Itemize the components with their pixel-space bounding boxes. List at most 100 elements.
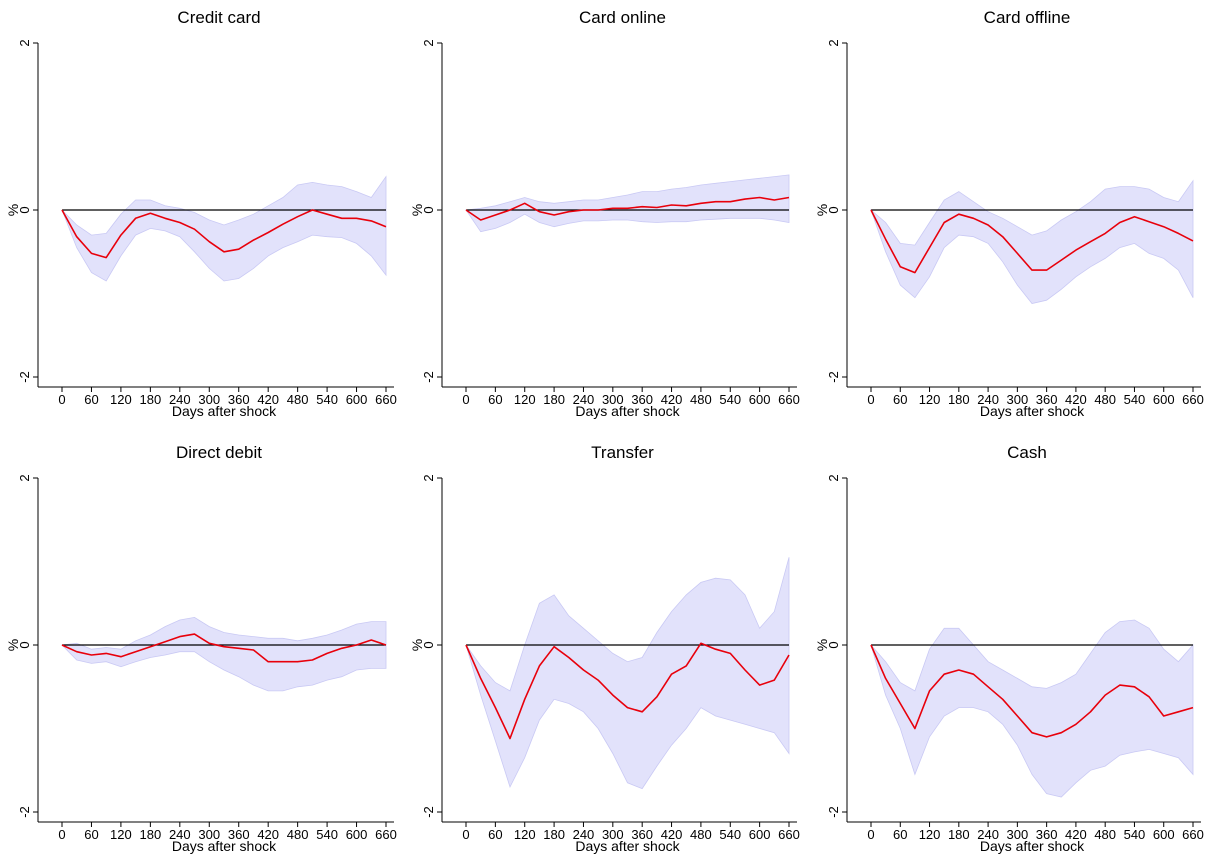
y-tick-label: -2 bbox=[17, 371, 32, 383]
x-axis-label: Days after shock bbox=[172, 838, 277, 854]
x-tick-label: 60 bbox=[893, 392, 907, 407]
x-tick-label: 600 bbox=[749, 392, 771, 407]
x-tick-label: 600 bbox=[346, 827, 368, 842]
x-tick-label: 480 bbox=[690, 392, 712, 407]
x-tick-label: 0 bbox=[867, 392, 874, 407]
y-tick-label: 0 bbox=[826, 206, 841, 213]
x-tick-label: 660 bbox=[1182, 827, 1204, 842]
x-tick-label: 120 bbox=[110, 392, 132, 407]
y-tick-label: -2 bbox=[421, 806, 436, 818]
x-tick-label: 420 bbox=[257, 827, 279, 842]
x-tick-label: 360 bbox=[1036, 827, 1058, 842]
x-tick-label: 120 bbox=[110, 827, 132, 842]
y-tick-label: 2 bbox=[421, 39, 436, 46]
y-tick-label: -2 bbox=[17, 806, 32, 818]
x-tick-label: 0 bbox=[58, 827, 65, 842]
x-tick-label: 600 bbox=[1153, 392, 1175, 407]
x-tick-label: 60 bbox=[488, 392, 502, 407]
x-tick-label: 480 bbox=[1094, 827, 1116, 842]
x-tick-label: 480 bbox=[690, 827, 712, 842]
x-tick-label: 600 bbox=[346, 392, 368, 407]
x-tick-label: 480 bbox=[287, 392, 309, 407]
x-tick-label: 60 bbox=[84, 827, 98, 842]
x-tick-label: 240 bbox=[573, 392, 595, 407]
chart-panel: Cash-202%0 60 120 180 240 300 360 420 480 540 600 6… bbox=[814, 443, 1204, 854]
x-tick-label: 660 bbox=[778, 392, 800, 407]
estimate-line bbox=[465, 642, 790, 740]
y-tick-label: 0 bbox=[421, 641, 436, 648]
y-tick-label: 2 bbox=[826, 474, 841, 481]
x-tick-label: 660 bbox=[375, 827, 397, 842]
x-tick-label: 240 bbox=[977, 827, 999, 842]
x-tick-label: 240 bbox=[169, 392, 191, 407]
x-tick-label: 60 bbox=[84, 392, 98, 407]
panel-title: Transfer bbox=[591, 443, 654, 462]
x-tick-label: 240 bbox=[977, 392, 999, 407]
x-axis-label: Days after shock bbox=[980, 838, 1085, 854]
x-tick-label: 420 bbox=[1065, 827, 1087, 842]
x-tick-label: 360 bbox=[631, 392, 653, 407]
panel-title: Cash bbox=[1007, 443, 1047, 462]
x-tick-label: 180 bbox=[140, 392, 162, 407]
x-tick-label: 300 bbox=[602, 392, 624, 407]
chart-panel: Credit card-202%0 60 120 180 240 300 360 420 480… bbox=[5, 8, 397, 419]
x-tick-label: 540 bbox=[316, 392, 338, 407]
x-axis-label: Days after shock bbox=[172, 403, 277, 419]
y-tick-label: 2 bbox=[17, 474, 32, 481]
x-tick-label: 600 bbox=[1153, 827, 1175, 842]
estimate-line bbox=[61, 633, 387, 663]
x-tick-label: 420 bbox=[1065, 392, 1087, 407]
estimate-line bbox=[870, 644, 1194, 738]
x-tick-label: 240 bbox=[169, 827, 191, 842]
x-tick-label: 420 bbox=[661, 392, 683, 407]
x-tick-label: 120 bbox=[514, 827, 536, 842]
panel-title: Card offline bbox=[984, 8, 1071, 27]
x-tick-label: 480 bbox=[1094, 392, 1116, 407]
x-tick-label: 300 bbox=[602, 827, 624, 842]
x-tick-label: 0 bbox=[867, 827, 874, 842]
x-tick-label: 300 bbox=[198, 827, 220, 842]
x-tick-label: 600 bbox=[749, 827, 771, 842]
y-axis-label: % bbox=[814, 204, 830, 216]
x-tick-label: 540 bbox=[316, 827, 338, 842]
panel-title: Credit card bbox=[177, 8, 260, 27]
x-tick-label: 0 bbox=[58, 392, 65, 407]
x-axis-label: Days after shock bbox=[575, 838, 680, 854]
x-axis-label: Days after shock bbox=[980, 403, 1085, 419]
x-tick-label: 60 bbox=[488, 827, 502, 842]
x-tick-label: 300 bbox=[1007, 392, 1029, 407]
x-tick-label: 540 bbox=[719, 827, 741, 842]
confidence-band bbox=[465, 174, 790, 233]
x-tick-label: 120 bbox=[919, 827, 941, 842]
y-tick-label: 0 bbox=[826, 641, 841, 648]
x-tick-label: 120 bbox=[919, 392, 941, 407]
x-tick-label: 540 bbox=[1124, 392, 1146, 407]
x-tick-label: 360 bbox=[1036, 392, 1058, 407]
y-axis-label: % bbox=[5, 639, 21, 651]
y-tick-label: 0 bbox=[17, 641, 32, 648]
estimate-line bbox=[465, 196, 790, 221]
x-tick-label: 180 bbox=[543, 827, 565, 842]
y-tick-label: -2 bbox=[421, 371, 436, 383]
chart-panel: Direct debit-202%0 60 120 180 240 300 360 420 48… bbox=[5, 443, 397, 854]
x-tick-label: 180 bbox=[948, 392, 970, 407]
x-tick-label: 660 bbox=[375, 392, 397, 407]
y-tick-label: 2 bbox=[17, 39, 32, 46]
x-tick-label: 240 bbox=[573, 827, 595, 842]
x-tick-label: 0 bbox=[462, 827, 469, 842]
x-tick-label: 540 bbox=[1124, 827, 1146, 842]
y-axis-label: % bbox=[5, 204, 21, 216]
estimate-line bbox=[61, 209, 387, 259]
panel-title: Direct debit bbox=[176, 443, 262, 462]
x-tick-label: 420 bbox=[661, 827, 683, 842]
x-axis-label: Days after shock bbox=[575, 403, 680, 419]
estimate-line bbox=[870, 209, 1194, 274]
x-tick-label: 660 bbox=[1182, 392, 1204, 407]
x-tick-label: 540 bbox=[719, 392, 741, 407]
x-tick-label: 660 bbox=[778, 827, 800, 842]
confidence-band bbox=[870, 179, 1194, 304]
x-tick-label: 0 bbox=[462, 392, 469, 407]
y-tick-label: -2 bbox=[826, 806, 841, 818]
x-tick-label: 60 bbox=[893, 827, 907, 842]
